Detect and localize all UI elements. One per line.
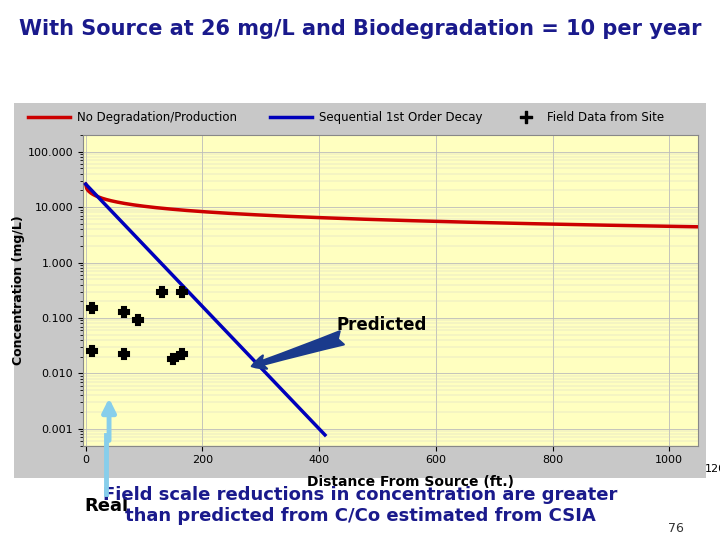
Text: 120: 120 xyxy=(705,464,720,474)
Text: No Degradation/Production: No Degradation/Production xyxy=(76,111,237,124)
Text: Sequential 1st Order Decay: Sequential 1st Order Decay xyxy=(318,111,482,124)
Text: Distance From Source (ft.): Distance From Source (ft.) xyxy=(307,475,514,489)
Y-axis label: Concentration (mg/L): Concentration (mg/L) xyxy=(12,215,24,365)
Text: Predicted: Predicted xyxy=(252,316,427,369)
Text: With Source at 26 mg/L and Biodegradation = 10 per year: With Source at 26 mg/L and Biodegradatio… xyxy=(19,19,701,39)
Text: 76: 76 xyxy=(668,522,684,535)
Text: Field Data from Site: Field Data from Site xyxy=(546,111,664,124)
Text: Real: Real xyxy=(84,497,128,515)
Text: Field scale reductions in concentration are greater
than predicted from C/Co est: Field scale reductions in concentration … xyxy=(103,486,617,525)
